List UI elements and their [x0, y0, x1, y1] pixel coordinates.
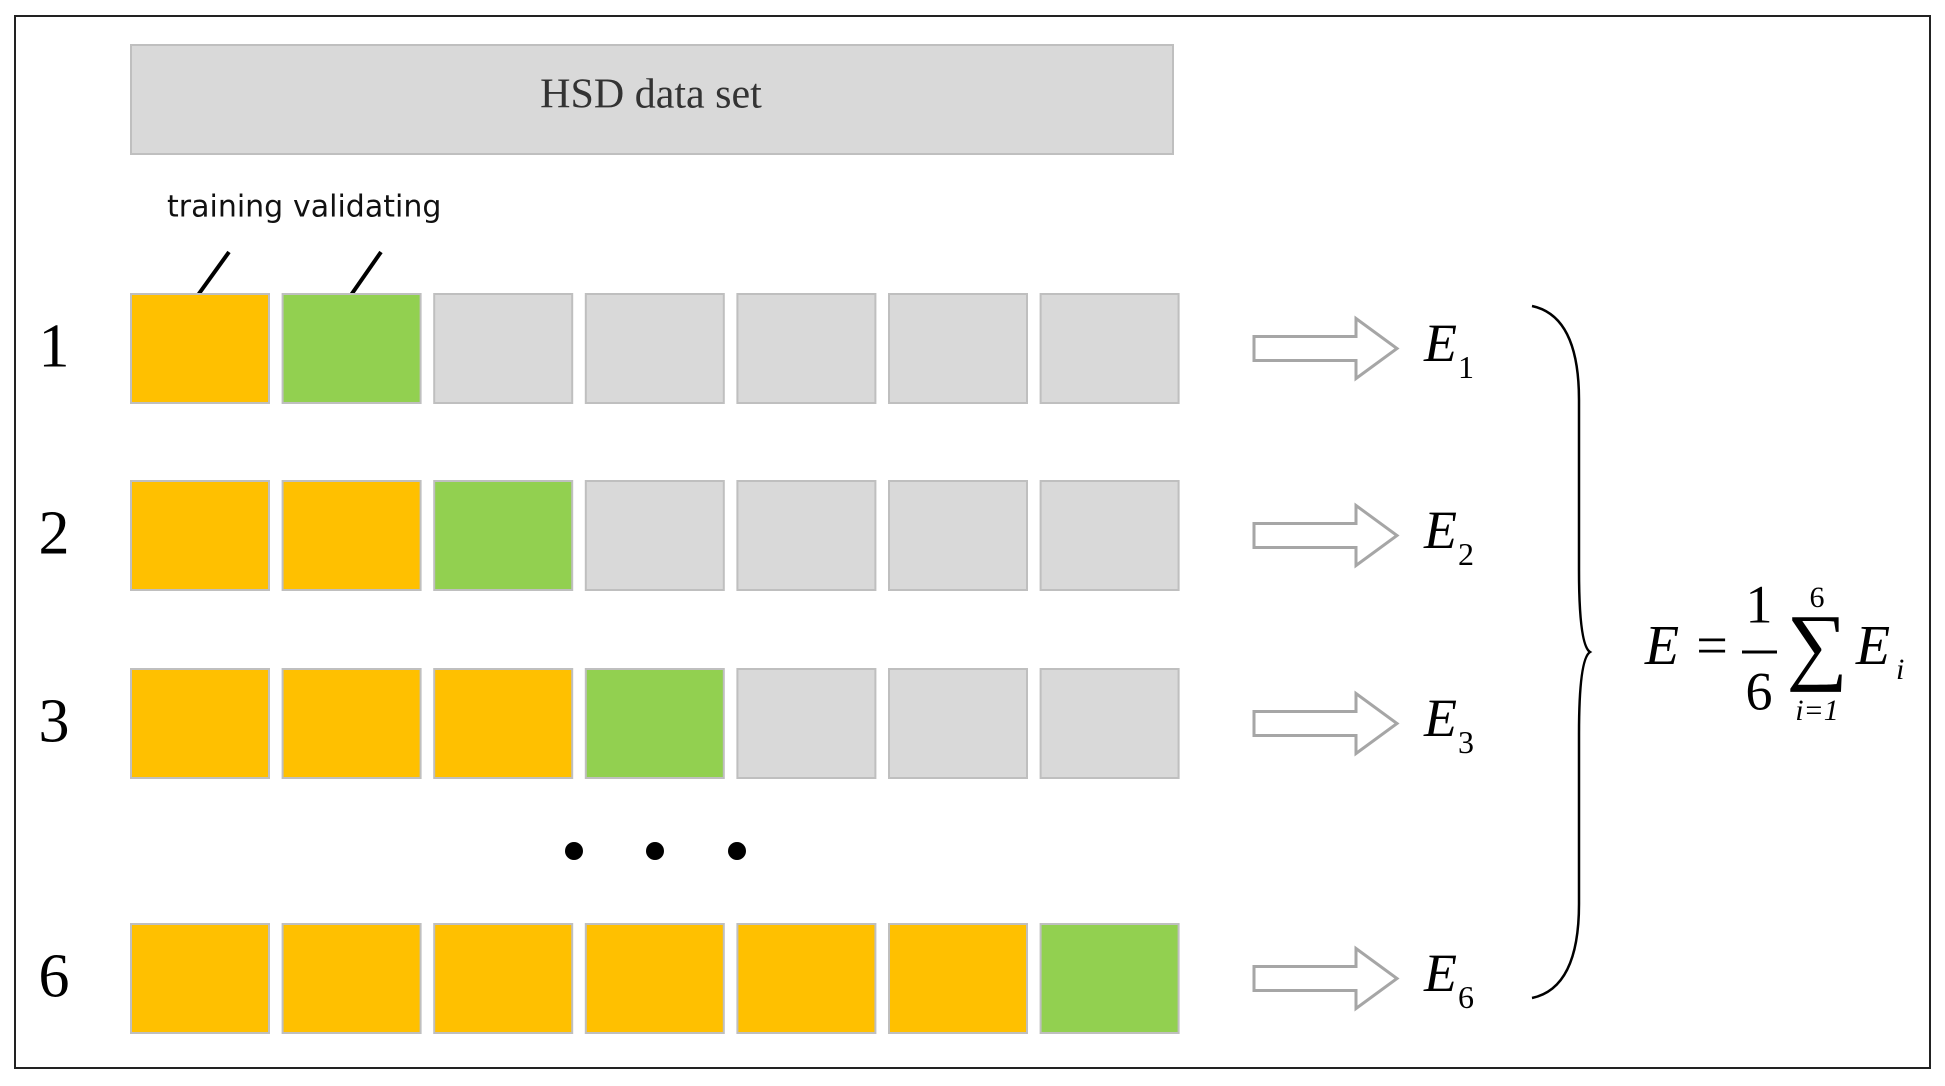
fold-cell: [736, 668, 877, 779]
fold-cell: [130, 293, 270, 404]
arrow: [1252, 690, 1400, 757]
result-symbol: E: [1423, 943, 1457, 1003]
fold-cell: [281, 668, 422, 779]
header-title: HSD data set: [540, 72, 762, 118]
arrow: [1252, 502, 1400, 569]
result-subscript: 6: [1458, 979, 1474, 1015]
fold-cell: [736, 923, 877, 1034]
formula-upper: 6: [1810, 581, 1825, 614]
pointer: [349, 250, 383, 297]
fold-cell: [736, 293, 877, 404]
pointer: [196, 250, 231, 297]
ellipsis-dot: [728, 842, 746, 860]
result-symbol: E: [1423, 500, 1457, 560]
formula-denominator: 6: [1746, 661, 1773, 721]
fold-cell: [1039, 668, 1180, 779]
fold-cell: [888, 293, 1028, 404]
row-label: 2: [39, 500, 70, 568]
fold-cell: [584, 480, 725, 591]
fold-cell: [888, 480, 1028, 591]
ellipsis-dot: [646, 842, 664, 860]
row-label: 6: [39, 943, 70, 1011]
fold-cell: [1039, 293, 1180, 404]
result-subscript: 1: [1458, 349, 1474, 385]
formula-lower: i=1: [1795, 694, 1839, 727]
header-box: [130, 44, 1174, 155]
result-subscript: 3: [1458, 724, 1474, 760]
brace: [1531, 304, 1593, 1000]
result-subscript: 2: [1458, 536, 1474, 572]
fold-cell: [433, 923, 574, 1034]
fold-cell: [888, 668, 1028, 779]
row-label: 1: [39, 313, 70, 381]
formula-term: E: [1855, 615, 1890, 677]
formula: E = 1 6 ∑ 6 i=1 E i: [1644, 574, 1904, 727]
validating-label: validating: [293, 190, 441, 225]
arrow: [1252, 315, 1400, 382]
fold-cell: [1039, 480, 1180, 591]
formula-sum: ∑: [1786, 597, 1847, 693]
fold-cell: [433, 480, 574, 591]
fold-cell: [281, 480, 422, 591]
fold-cell: [736, 480, 877, 591]
fold-cell: [584, 668, 725, 779]
fold-cell: [281, 923, 422, 1034]
training-label: training: [167, 190, 283, 225]
fold-cell: [1039, 923, 1180, 1034]
result-symbol: E: [1423, 688, 1457, 748]
formula-numerator: 1: [1746, 574, 1773, 634]
fold-cell: [433, 293, 574, 404]
ellipsis-dot: [565, 842, 583, 860]
fold-cell: [888, 923, 1028, 1034]
fold-cell: [433, 668, 574, 779]
formula-lhs: E: [1644, 615, 1679, 677]
result-symbol: E: [1423, 313, 1457, 373]
fold-cell: [130, 480, 270, 591]
fold-cell: [130, 923, 270, 1034]
formula-equals: =: [1696, 615, 1728, 677]
fold-cell: [584, 293, 725, 404]
fold-cell: [584, 923, 725, 1034]
formula-term-subscript: i: [1896, 653, 1904, 686]
row-label: 3: [39, 688, 70, 756]
arrow: [1252, 945, 1400, 1012]
fold-cell: [281, 293, 422, 404]
fold-cell: [130, 668, 270, 779]
